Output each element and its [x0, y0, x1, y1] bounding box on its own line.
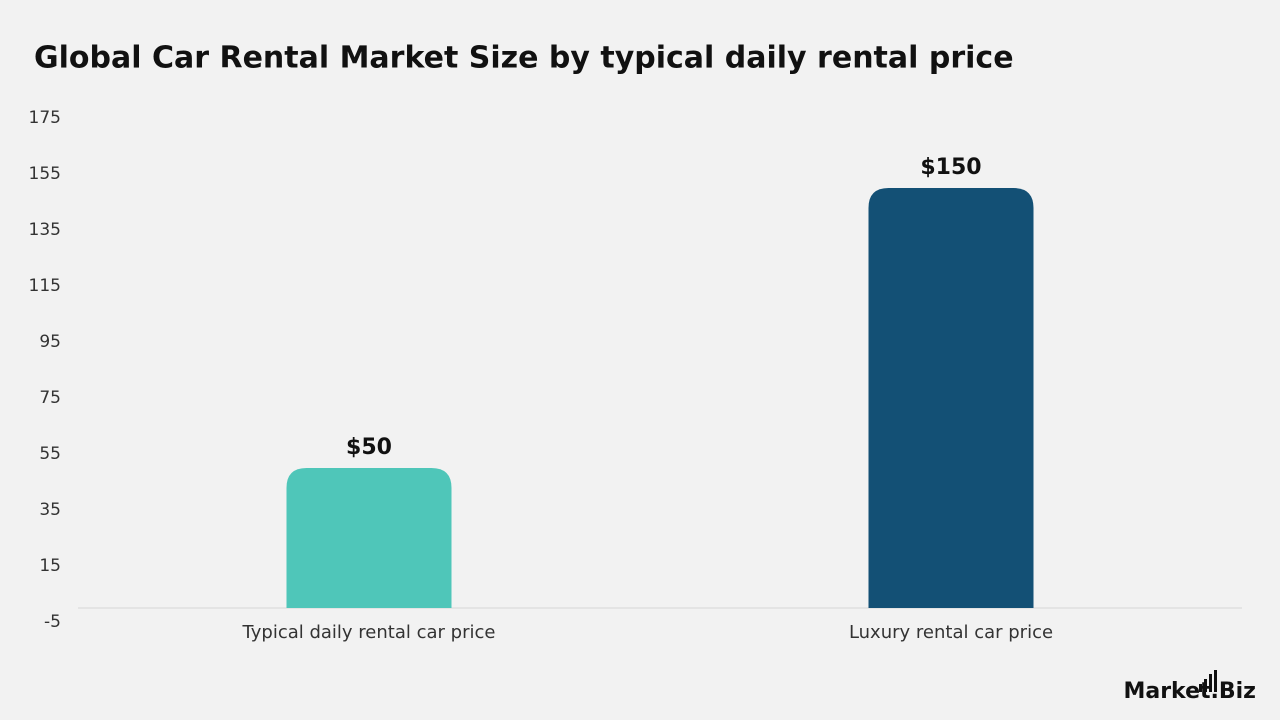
chart-title: Global Car Rental Market Size by typical… [34, 41, 1014, 76]
y-tick-label: 55 [39, 444, 61, 464]
y-tick-label: 15 [39, 556, 61, 576]
value-label: $150 [920, 155, 981, 180]
x-tick-label: Luxury rental car price [849, 622, 1053, 643]
logo: Market.Biz [1123, 679, 1256, 704]
y-tick-label: 115 [29, 276, 61, 296]
y-tick-label: 155 [29, 164, 61, 184]
x-tick-label: Typical daily rental car price [242, 622, 496, 643]
y-tick-label: 175 [29, 108, 61, 128]
y-tick-label: 95 [39, 332, 61, 352]
logo-icon [1199, 670, 1217, 692]
y-tick-label: 135 [29, 220, 61, 240]
y-tick-label: 35 [39, 500, 61, 520]
bar [868, 188, 1034, 608]
y-tick-label: 75 [39, 388, 61, 408]
value-label: $50 [346, 435, 392, 460]
y-tick-label: -5 [44, 612, 61, 632]
bar [286, 468, 452, 608]
